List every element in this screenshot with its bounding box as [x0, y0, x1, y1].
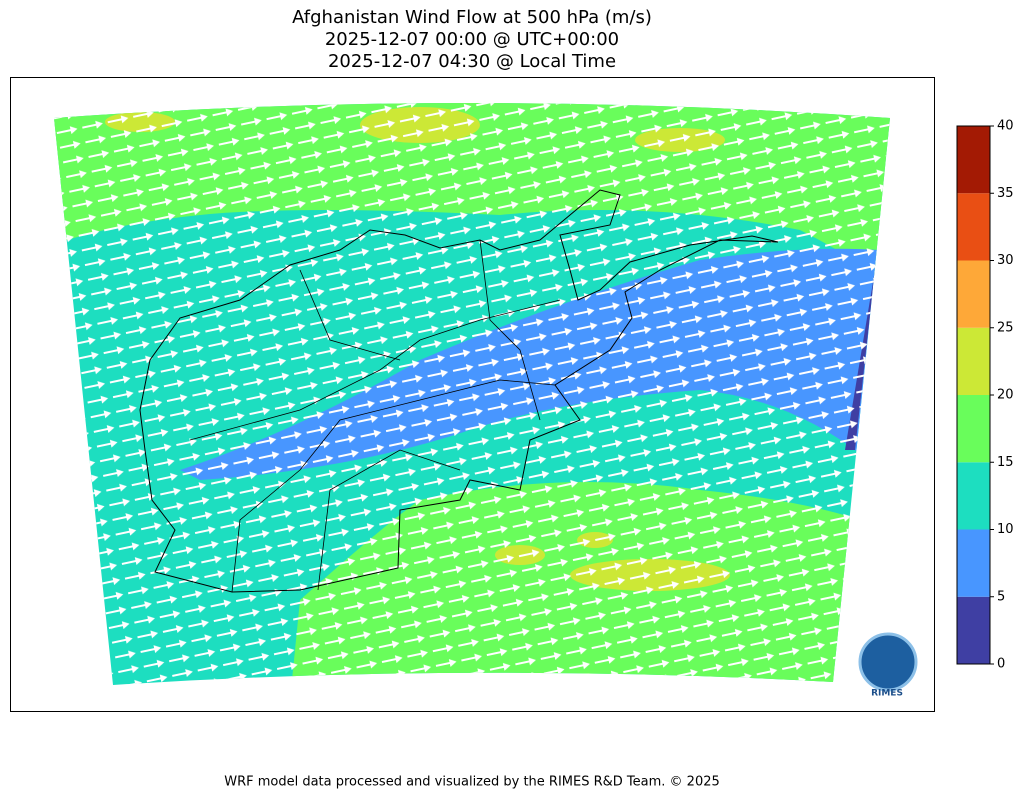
colorbar-segment	[957, 126, 990, 194]
colorbar-tick-label: 25	[997, 320, 1014, 335]
title-line: 2025-12-07 04:30 @ Local Time	[328, 51, 616, 72]
colorbar-tick-label: 5	[997, 589, 1005, 604]
country-outline	[139, 189, 779, 593]
logo-badge	[858, 632, 918, 692]
wind-field	[54, 103, 890, 685]
colorbar-tick-label: 0	[997, 657, 1005, 672]
footer: WRF model data processed and visualized …	[224, 775, 720, 790]
colorbar-tick-label: 35	[997, 186, 1014, 201]
map-frame	[10, 77, 935, 712]
province-borders	[189, 239, 561, 593]
colorbar-tick-label: 20	[997, 388, 1014, 403]
colorbar: 0 5 10 15 20 25 30 35 40	[956, 119, 1014, 672]
colorbar-tick-label: 30	[997, 253, 1014, 268]
colorbar-tick-label: 15	[997, 455, 1014, 470]
colorbar-segment	[957, 462, 990, 530]
colorbar-segment	[957, 529, 990, 597]
title-line: Afghanistan Wind Flow at 500 hPa (m/s)	[292, 7, 652, 28]
colorbar-segment	[957, 260, 990, 328]
colorbar-tick-label: 10	[997, 522, 1014, 537]
title-line: 2025-12-07 00:00 @ UTC+00:00	[325, 29, 619, 50]
colorbar-segment	[957, 596, 990, 664]
logo-text: RIMES	[871, 689, 903, 699]
colorbar-segment	[957, 395, 990, 463]
colorbar-segment	[957, 327, 990, 395]
colorbar-tick-label: 40	[997, 119, 1014, 134]
logo: RIMES	[858, 632, 918, 699]
colorbar-segment	[957, 193, 990, 261]
